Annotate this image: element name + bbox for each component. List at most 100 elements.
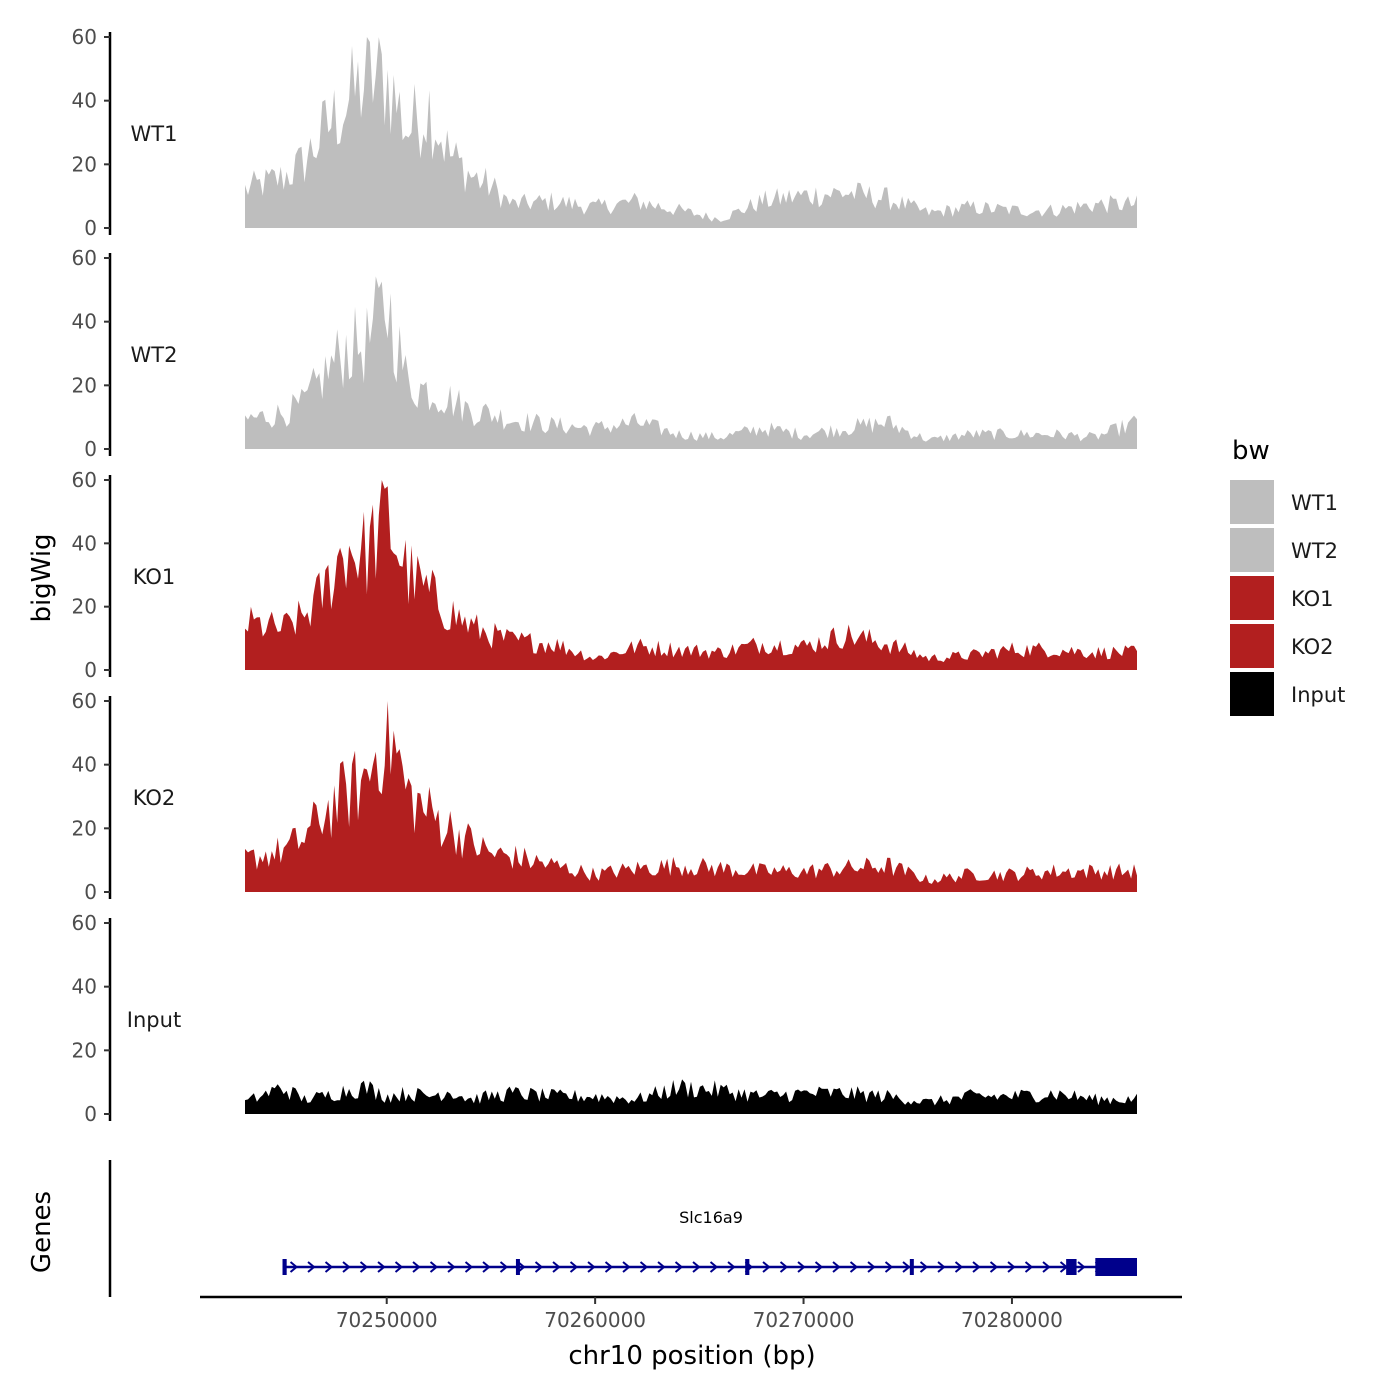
strand-arrow: [692, 1261, 701, 1273]
x-tick-label: 70280000: [961, 1308, 1063, 1332]
y-tick-label: 40: [72, 310, 97, 334]
strand-arrow: [289, 1261, 299, 1273]
y-tick-label: 40: [72, 753, 97, 777]
strand-arrow: [342, 1261, 351, 1273]
track-label: KO2: [133, 786, 176, 810]
strand-arrow: [587, 1261, 596, 1273]
y-tick-label: 60: [72, 25, 97, 49]
track-input: 0 20 40 60 Input: [72, 911, 1137, 1126]
strand-arrow: [972, 1261, 981, 1273]
y-tick-label: 20: [72, 152, 97, 176]
legend-key-input: [1230, 672, 1274, 716]
strand-arrow: [639, 1261, 649, 1273]
track-ko2: 0 20 40 60 KO2: [72, 689, 1137, 904]
track-wt1: 0 20 40 60 WT1: [72, 25, 1137, 240]
strand-arrow: [499, 1261, 509, 1273]
y-tick-label: 60: [72, 246, 97, 270]
strand-arrow: [657, 1261, 666, 1273]
strand-arrow: [604, 1261, 614, 1273]
genes-axis-title: Genes: [27, 1191, 57, 1273]
x-tick-label: 70260000: [544, 1308, 646, 1332]
strand-arrow: [412, 1261, 421, 1273]
x-axis: 70250000 70260000 70270000 70280000: [200, 1295, 1182, 1332]
signal-tracks: 0 20 40 60 WT1 0 20 40 60 WT2 0 20 40 60 KO1 0 20 40 60 KO2…: [72, 25, 1137, 1126]
exon: [909, 1259, 914, 1275]
y-tick-label: 0: [84, 658, 97, 682]
legend-label-input: Input: [1291, 683, 1345, 707]
legend: bw WT1 WT2 KO1 KO2 Input: [1230, 436, 1345, 716]
strand-arrow: [394, 1261, 404, 1273]
legend-label-wt1: WT1: [1291, 491, 1338, 515]
strand-arrow: [1007, 1261, 1016, 1273]
strand-arrow: [779, 1261, 789, 1273]
strand-arrow: [464, 1261, 474, 1273]
strand-arrow: [884, 1261, 894, 1273]
strand-arrow: [324, 1261, 334, 1273]
legend-key-wt2: [1230, 528, 1274, 572]
y-tick-label: 20: [72, 373, 97, 397]
track-label: WT2: [131, 343, 178, 367]
strand-arrow: [429, 1261, 439, 1273]
strand-arrow: [709, 1261, 719, 1273]
strand-arrow: [307, 1261, 316, 1273]
y-tick-label: 0: [84, 216, 97, 240]
track-label: Input: [127, 1008, 181, 1032]
y-tick-label: 20: [72, 595, 97, 619]
y-tick-label: 40: [72, 89, 97, 113]
y-axis-title: bigWig: [27, 533, 57, 622]
strand-arrow: [902, 1261, 911, 1273]
strand-arrow: [622, 1261, 631, 1273]
legend-label-wt2: WT2: [1291, 539, 1338, 563]
x-tick-label: 70270000: [753, 1308, 855, 1332]
strand-arrow: [1077, 1261, 1086, 1273]
exon: [515, 1259, 520, 1275]
legend-key-ko2: [1230, 624, 1274, 668]
strand-arrow: [674, 1261, 684, 1273]
area-wt2: [245, 276, 1137, 449]
y-tick-label: 0: [84, 437, 97, 461]
x-axis-title: chr10 position (bp): [568, 1341, 815, 1371]
legend-label-ko2: KO2: [1291, 635, 1334, 659]
y-tick-label: 20: [72, 1038, 97, 1062]
legend-key-wt1: [1230, 480, 1274, 524]
strand-arrow: [569, 1261, 579, 1273]
strand-arrow: [814, 1261, 824, 1273]
y-tick-label: 40: [72, 975, 97, 999]
exon: [1095, 1258, 1137, 1276]
exon: [745, 1259, 750, 1275]
legend-label-ko1: KO1: [1291, 587, 1334, 611]
gene-panel: Slc16a9: [108, 1160, 1137, 1297]
area-ko2: [245, 701, 1137, 892]
track-wt2: 0 20 40 60 WT2: [72, 246, 1137, 461]
strand-arrow: [989, 1261, 999, 1273]
strand-arrow: [919, 1261, 929, 1273]
x-tick-label: 70250000: [336, 1308, 438, 1332]
strand-arrow: [534, 1261, 544, 1273]
y-tick-label: 60: [72, 911, 97, 935]
strand-arrow: [762, 1261, 771, 1273]
y-tick-label: 60: [72, 468, 97, 492]
strand-arrow: [377, 1261, 386, 1273]
strand-arrow: [552, 1261, 561, 1273]
strand-arrow: [727, 1261, 736, 1273]
strand-arrow: [1042, 1261, 1051, 1273]
strand-arrow: [359, 1261, 369, 1273]
y-tick-label: 60: [72, 689, 97, 713]
strand-arrow: [482, 1261, 491, 1273]
area-input: [245, 1079, 1137, 1114]
strand-arrow: [447, 1261, 456, 1273]
strand-arrow: [832, 1261, 841, 1273]
y-tick-label: 40: [72, 531, 97, 555]
strand-arrow: [954, 1261, 964, 1273]
legend-title: bw: [1232, 436, 1270, 466]
y-tick-label: 0: [84, 880, 97, 904]
exon: [282, 1259, 287, 1275]
strand-arrow: [849, 1261, 859, 1273]
strand-arrow: [867, 1261, 876, 1273]
track-label: WT1: [131, 122, 178, 146]
gene-name: Slc16a9: [679, 1208, 743, 1227]
track-label: KO1: [133, 565, 176, 589]
y-tick-label: 0: [84, 1102, 97, 1126]
exon: [1066, 1259, 1077, 1275]
